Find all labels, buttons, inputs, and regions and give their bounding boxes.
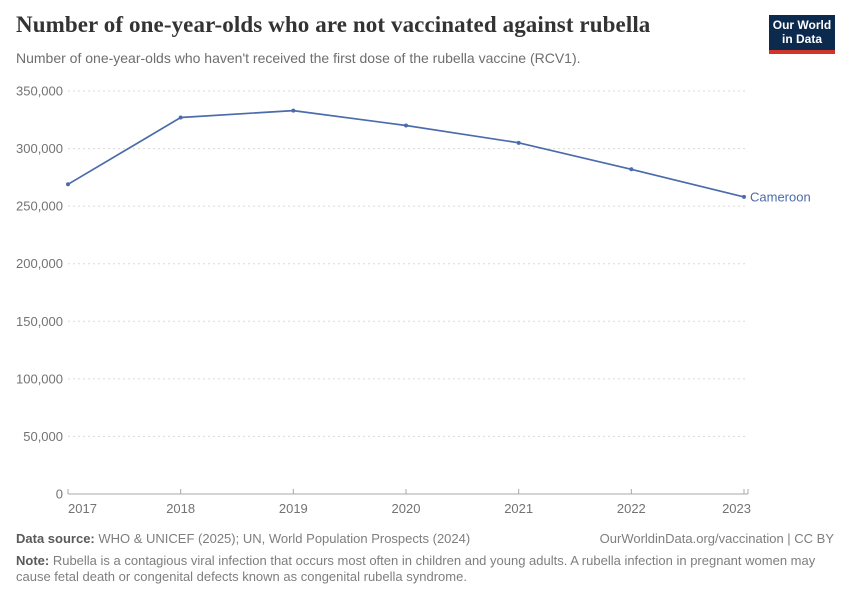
note-label: Note: <box>16 553 50 568</box>
x-tick-label: 2021 <box>504 501 533 516</box>
chart-note: Note: Rubella is a contagious viral infe… <box>16 553 834 584</box>
y-tick-label: 350,000 <box>16 84 63 99</box>
data-point-2023[interactable] <box>742 194 746 199</box>
x-tick-label: 2020 <box>392 501 421 516</box>
chart-footer: Data source: WHO & UNICEF (2025); UN, Wo… <box>16 531 834 546</box>
x-tick-label: 2017 <box>68 501 97 516</box>
y-tick-label: 250,000 <box>16 199 63 214</box>
data-source: Data source: WHO & UNICEF (2025); UN, Wo… <box>16 531 470 546</box>
data-point-2020[interactable] <box>404 123 408 128</box>
owid-logo[interactable]: Our World in Data <box>769 15 835 54</box>
data-point-2021[interactable] <box>516 140 521 145</box>
chart-subtitle: Number of one-year-olds who haven't rece… <box>16 50 581 66</box>
x-tick-label: 2023 <box>722 501 751 516</box>
data-point-2018[interactable] <box>178 115 183 120</box>
data-point-2017[interactable] <box>66 182 70 187</box>
y-tick-label: 50,000 <box>23 429 63 444</box>
y-tick-label: 0 <box>56 487 63 502</box>
logo-line2: in Data <box>781 32 822 46</box>
data-source-text: WHO & UNICEF (2025); UN, World Populatio… <box>94 531 471 546</box>
data-point-2022[interactable] <box>629 167 634 172</box>
logo-line1: Our World <box>772 18 832 32</box>
y-tick-label: 100,000 <box>16 371 63 386</box>
owid-url-link[interactable]: OurWorldinData.org/vaccination | CC BY <box>599 531 834 546</box>
y-tick-label: 200,000 <box>16 256 63 271</box>
x-tick-label: 2018 <box>166 501 195 516</box>
y-tick-label: 150,000 <box>16 314 63 329</box>
x-tick-label: 2022 <box>617 501 646 516</box>
data-source-label: Data source: <box>16 531 95 546</box>
series-end-label: Cameroon <box>750 189 811 204</box>
note-text: Rubella is a contagious viral infection … <box>16 553 816 584</box>
data-point-2019[interactable] <box>291 108 296 113</box>
x-tick-label: 2019 <box>279 501 308 516</box>
page-title: Number of one-year-olds who are not vacc… <box>16 12 651 37</box>
y-tick-label: 300,000 <box>16 141 63 156</box>
